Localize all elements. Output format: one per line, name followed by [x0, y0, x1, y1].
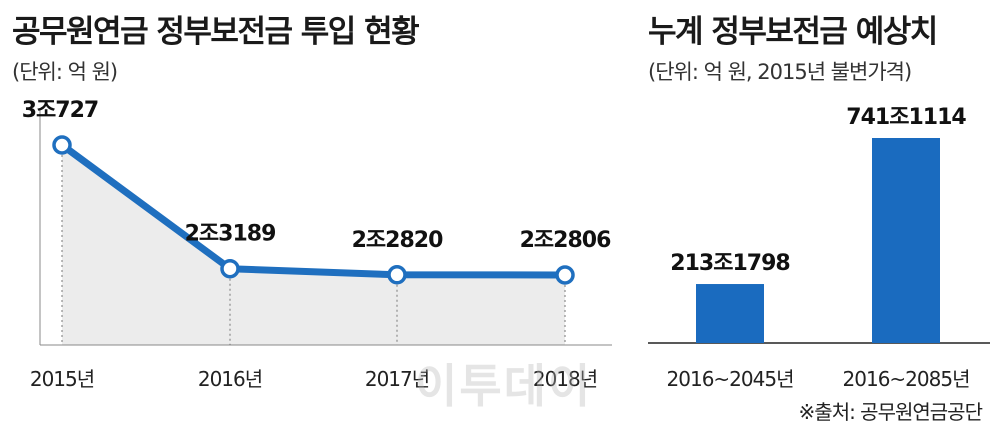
x-tick-label: 2018년	[533, 367, 597, 391]
bar-category-label: 2016~2085년	[843, 367, 970, 391]
data-point	[220, 258, 240, 279]
bar-value-label: 213조1798	[670, 251, 789, 276]
data-label: 2조3189	[185, 222, 276, 247]
bar	[872, 138, 940, 343]
bar-value-label: 741조1114	[846, 105, 966, 130]
bar-category-label: 2016~2045년	[667, 367, 794, 391]
data-label: 3조727	[22, 98, 98, 123]
bar-chart: 213조1798 2016~2045년 741조1114 2016~2085년	[648, 105, 990, 391]
data-point	[52, 135, 72, 155]
left-chart-unit: (단위: 억 원)	[12, 60, 118, 84]
series-line	[58, 141, 569, 279]
data-point	[555, 265, 575, 285]
bar	[696, 284, 764, 343]
x-tick-label: 2015년	[30, 367, 94, 391]
x-tick-label: 2016년	[198, 367, 262, 391]
source-note: ※출처: 공무원연금공단	[798, 400, 983, 424]
right-chart-unit: (단위: 억 원, 2015년 불변가격)	[648, 60, 912, 84]
x-tick-label: 2017년	[365, 367, 429, 391]
data-point	[387, 265, 407, 285]
left-chart-title: 공무원연금 정부보전금 투입 현황	[12, 14, 420, 50]
data-label: 2조2806	[520, 228, 611, 253]
line-area-fill	[62, 145, 565, 345]
line-chart: 3조727 2015년 2조3189 2016년 2조2820 2017년 2조2806 20…	[22, 98, 612, 391]
right-chart-title: 누계 정부보전금 예상치	[648, 14, 938, 50]
data-label: 2조2820	[352, 228, 443, 253]
